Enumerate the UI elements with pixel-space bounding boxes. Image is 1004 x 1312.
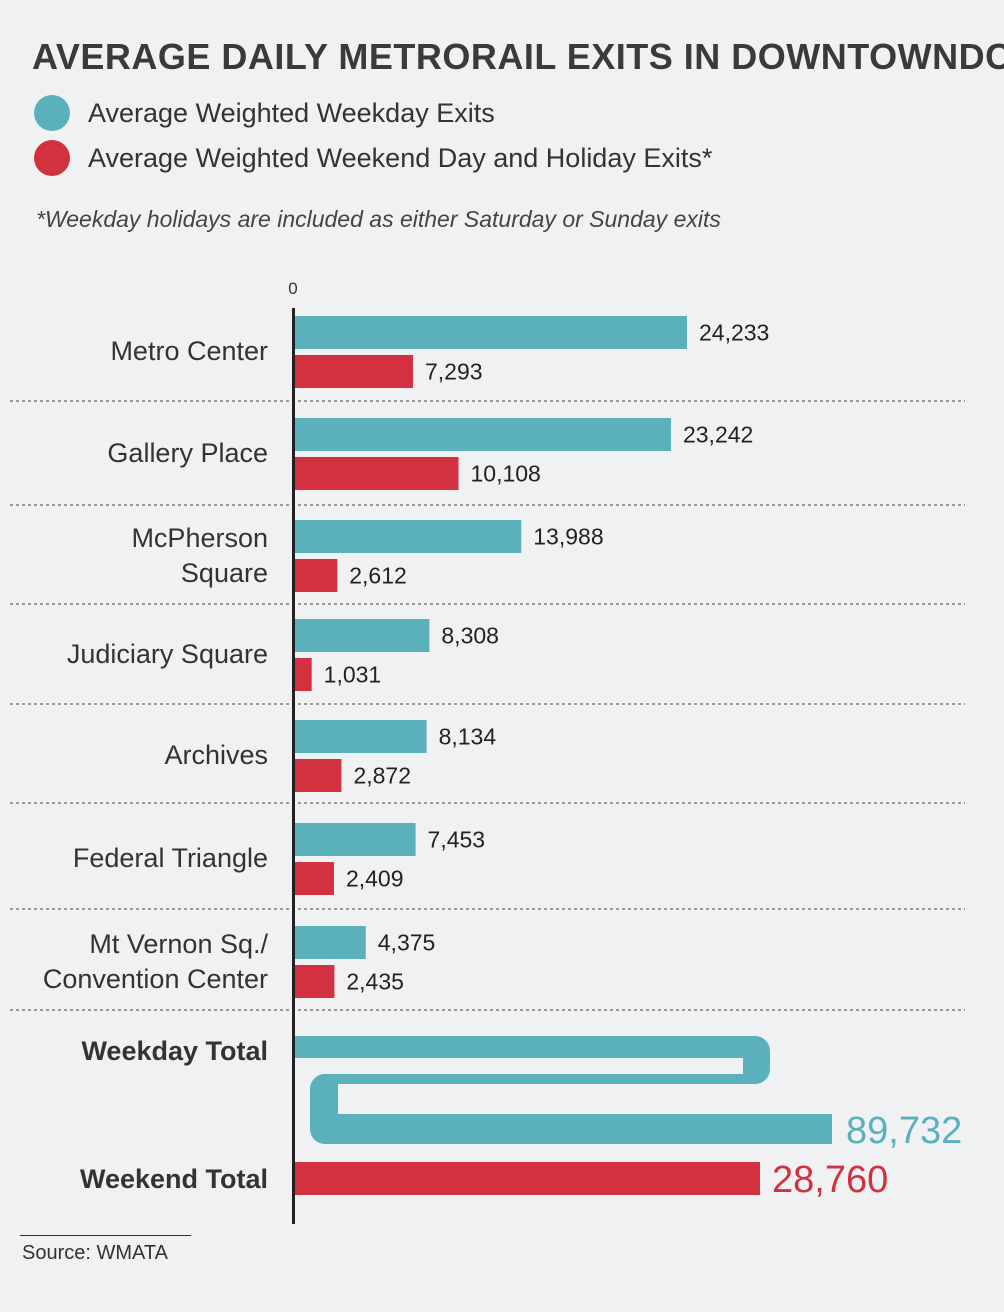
- legend-swatch-weekday: [34, 95, 70, 131]
- weekend-total-label: Weekend Total: [80, 1164, 268, 1194]
- legend-label-weekday: Average Weighted Weekday Exits: [88, 97, 495, 128]
- source-divider: [20, 1235, 191, 1236]
- category-label: Convention Center: [43, 964, 268, 994]
- legend-item-weekday: Average Weighted Weekday Exits: [34, 95, 495, 131]
- weekend-value-label: 2,612: [349, 563, 407, 589]
- weekend-value-label: 2,435: [346, 969, 404, 995]
- weekend-total-bar: [295, 1162, 760, 1195]
- weekday-bar: [295, 926, 366, 959]
- axis-zero-label: 0: [288, 279, 297, 298]
- weekday-value-label: 4,375: [378, 930, 436, 956]
- weekday-bar: [295, 418, 671, 451]
- category-label: Metro Center: [110, 336, 268, 366]
- weekend-bar: [295, 965, 335, 998]
- weekday-bar: [295, 619, 430, 652]
- weekday-value-label: 24,233: [699, 320, 769, 346]
- legend-item-weekend: Average Weighted Weekend Day and Holiday…: [34, 140, 712, 176]
- weekday-total-value: 89,732: [846, 1110, 962, 1152]
- legend-label-weekend: Average Weighted Weekend Day and Holiday…: [88, 142, 713, 173]
- weekday-bar: [295, 520, 522, 553]
- weekday-bar: [295, 720, 427, 753]
- weekday-value-label: 7,453: [428, 827, 486, 853]
- weekend-value-label: 2,409: [346, 866, 404, 892]
- category-label: McPherson: [131, 523, 268, 553]
- category-label: Federal Triangle: [73, 843, 268, 873]
- weekday-bar: [295, 823, 416, 856]
- weekend-value-label: 7,293: [425, 359, 483, 385]
- weekend-bar: [295, 457, 459, 490]
- weekday-total-bar: [295, 1036, 832, 1144]
- source-note: Source: WMATA: [22, 1242, 168, 1264]
- legend-swatch-weekend: [34, 140, 70, 176]
- weekend-bar: [295, 559, 338, 592]
- weekday-bar: [295, 316, 687, 349]
- category-label: Square: [181, 558, 268, 588]
- weekend-bar: [295, 759, 342, 792]
- weekday-value-label: 8,134: [439, 724, 497, 750]
- weekend-value-label: 2,872: [353, 763, 411, 789]
- chart-title: AVERAGE DAILY METRORAIL EXITS IN DOWNTOW…: [32, 36, 1004, 77]
- weekday-value-label: 8,308: [441, 623, 499, 649]
- category-label: Mt Vernon Sq./: [89, 929, 268, 959]
- category-label: Judiciary Square: [67, 639, 268, 669]
- category-label: Gallery Place: [107, 438, 268, 468]
- category-label: Archives: [164, 740, 268, 770]
- weekday-total-label: Weekday Total: [81, 1036, 268, 1066]
- weekday-value-label: 23,242: [683, 422, 753, 448]
- weekend-total-value: 28,760: [772, 1159, 888, 1201]
- footnote: *Weekday holidays are included as either…: [36, 206, 721, 232]
- weekend-bar: [295, 355, 413, 388]
- weekend-bar: [295, 658, 312, 691]
- weekend-bar: [295, 862, 334, 895]
- weekday-value-label: 13,988: [533, 524, 603, 550]
- weekend-value-label: 10,108: [471, 461, 541, 487]
- weekend-value-label: 1,031: [324, 662, 382, 688]
